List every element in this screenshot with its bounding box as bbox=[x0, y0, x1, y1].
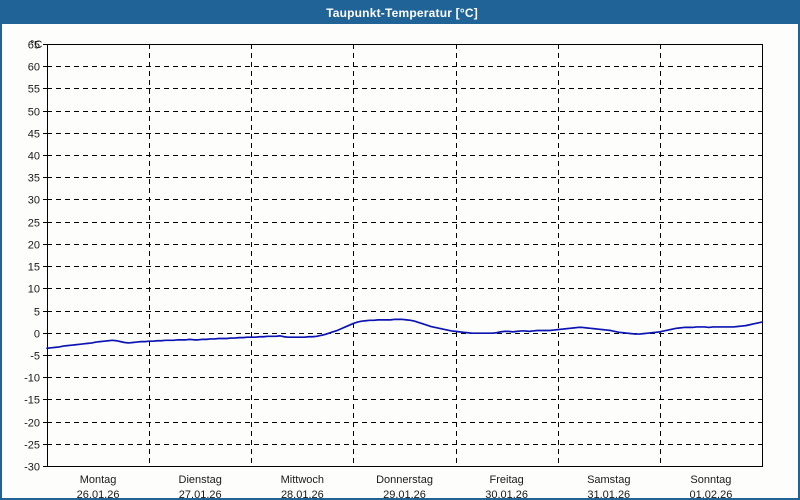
x-tick-date-label: 28.01.26 bbox=[281, 489, 324, 498]
y-tick-label: -25 bbox=[24, 440, 40, 452]
y-tick-label: -30 bbox=[24, 462, 40, 474]
y-tick-label: 55 bbox=[28, 84, 40, 96]
page-title: Taupunkt-Temperatur [°C] bbox=[326, 6, 478, 20]
y-axis-unit-label: °C bbox=[30, 39, 42, 51]
y-tick-label: -5 bbox=[30, 351, 40, 363]
y-tick-label: 25 bbox=[28, 218, 40, 230]
y-tick-label: 50 bbox=[28, 107, 40, 119]
x-axis-tick-labels: Montag 26.01.26 Dienstag 27.01.26 Mittwoch 28… bbox=[77, 474, 733, 498]
x-tick-day-label: Mittwoch bbox=[281, 474, 324, 486]
x-tick-date-label: 29.01.26 bbox=[383, 489, 426, 498]
dewpoint-series-line bbox=[46, 318, 763, 350]
y-tick-label: 10 bbox=[28, 284, 40, 296]
x-tick-day-label: Samstag bbox=[587, 474, 630, 486]
y-tick-marks bbox=[43, 43, 47, 468]
x-tick-date-label: 26.01.26 bbox=[77, 489, 120, 498]
axis-frame bbox=[46, 43, 764, 468]
x-tick-date-label: 01.02.26 bbox=[690, 489, 733, 498]
x-tick-date-label: 31.01.26 bbox=[587, 489, 630, 498]
x-tick-date-label: 27.01.26 bbox=[179, 489, 222, 498]
vertical-gridlines bbox=[149, 44, 661, 466]
y-tick-label: -10 bbox=[24, 373, 40, 385]
y-tick-label: -15 bbox=[24, 395, 40, 407]
y-tick-label: 65 bbox=[28, 40, 40, 52]
dewpoint-line-chart: 65605550454035302520151050-5-10-15-20-25… bbox=[24, 39, 764, 498]
y-tick-label: 5 bbox=[34, 307, 40, 319]
y-tick-label: 40 bbox=[28, 151, 40, 163]
y-tick-label: 15 bbox=[28, 262, 40, 274]
y-tick-label: -20 bbox=[24, 418, 40, 430]
y-tick-label: 0 bbox=[34, 329, 40, 341]
y-tick-label: 20 bbox=[28, 240, 40, 252]
window-titlebar: Taupunkt-Temperatur [°C] bbox=[2, 2, 798, 24]
horizontal-gridlines bbox=[47, 44, 762, 445]
x-tick-day-label: Montag bbox=[80, 474, 117, 486]
x-tick-day-label: Freitag bbox=[490, 474, 524, 486]
y-tick-label: 45 bbox=[28, 129, 40, 141]
y-axis-tick-labels: 65605550454035302520151050-5-10-15-20-25… bbox=[24, 40, 40, 474]
x-tick-day-label: Donnerstag bbox=[376, 474, 433, 486]
x-tick-date-label: 30.01.26 bbox=[485, 489, 528, 498]
y-tick-label: 35 bbox=[28, 173, 40, 185]
x-tick-day-label: Dienstag bbox=[179, 474, 222, 486]
chart-canvas: 65 60 55 50 45 40 35 30 25 20 15 10 5 0 -5 -10 -15 -20 -25… bbox=[2, 24, 798, 498]
x-tick-day-label: Sonntag bbox=[690, 474, 731, 486]
y-tick-label: 30 bbox=[28, 195, 40, 207]
y-tick-label: 60 bbox=[28, 62, 40, 74]
